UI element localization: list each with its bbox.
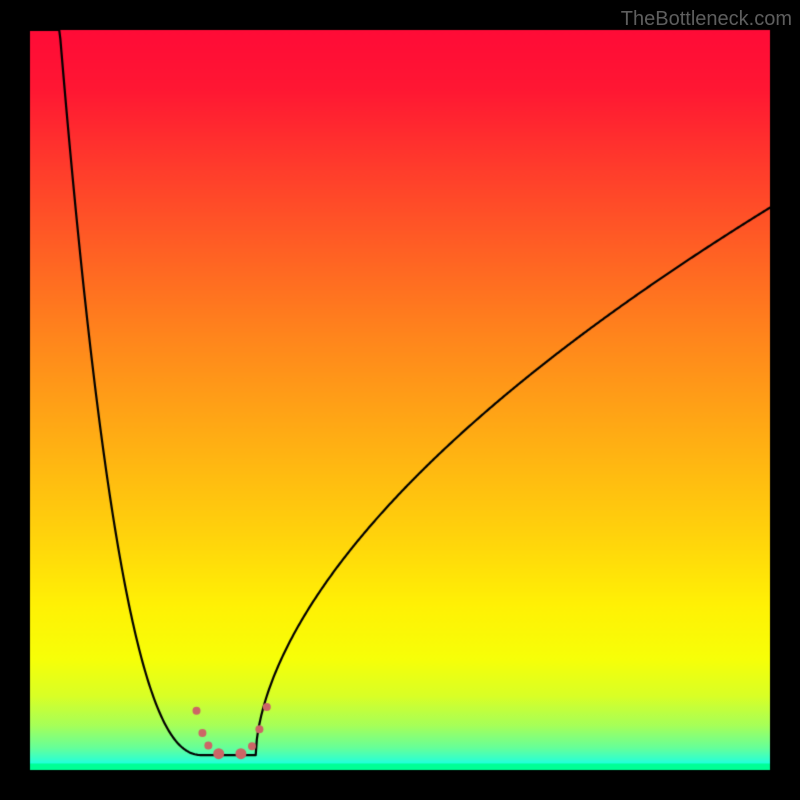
bottleneck-chart-canvas [0, 0, 800, 800]
chart-stage: TheBottleneck.com [0, 0, 800, 800]
attribution-text: TheBottleneck.com [621, 8, 792, 31]
